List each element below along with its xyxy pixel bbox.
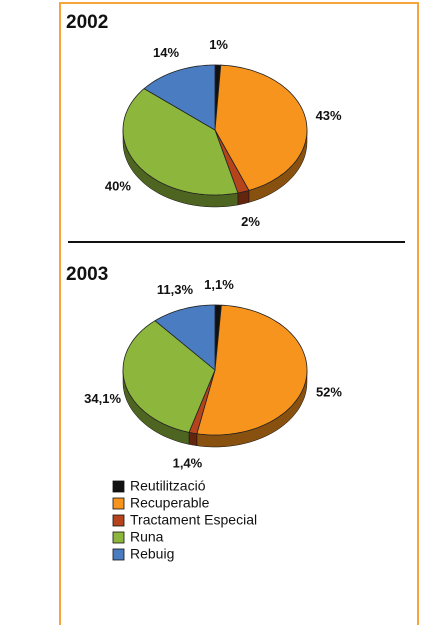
- data-label: 14%: [153, 45, 179, 60]
- data-label: 1,1%: [204, 277, 234, 292]
- data-label: 34,1%: [84, 391, 121, 406]
- chart-title: 2003: [66, 264, 108, 285]
- data-label: 2%: [241, 214, 260, 229]
- pie-side: [188, 432, 198, 446]
- data-label: 11,3%: [157, 282, 194, 297]
- data-label: 1%: [209, 37, 228, 52]
- legend-label: Runa: [130, 529, 164, 545]
- frame: [59, 2, 419, 625]
- legend-swatch: [112, 497, 125, 510]
- pie-slice: [154, 304, 216, 371]
- legend-label: Recuperable: [130, 495, 210, 511]
- legend-swatch: [112, 480, 125, 493]
- chart-title: 2002: [66, 12, 108, 33]
- legend-label: Reutilització: [130, 478, 206, 494]
- legend-swatch: [112, 514, 125, 527]
- legend-label: Tractament Especial: [130, 512, 257, 528]
- pie-slice: [214, 64, 308, 191]
- pie-slice: [122, 88, 239, 196]
- data-label: 52%: [316, 385, 342, 400]
- pie-slice: [143, 64, 216, 131]
- legend-swatch: [112, 548, 125, 561]
- pie-slice: [196, 304, 308, 436]
- data-label: 40%: [105, 179, 131, 194]
- legend-swatch: [112, 531, 125, 544]
- legend-label: Rebuig: [130, 546, 174, 562]
- pie-slice: [122, 320, 216, 433]
- data-label: 1,4%: [173, 455, 203, 470]
- data-label: 43%: [316, 108, 342, 123]
